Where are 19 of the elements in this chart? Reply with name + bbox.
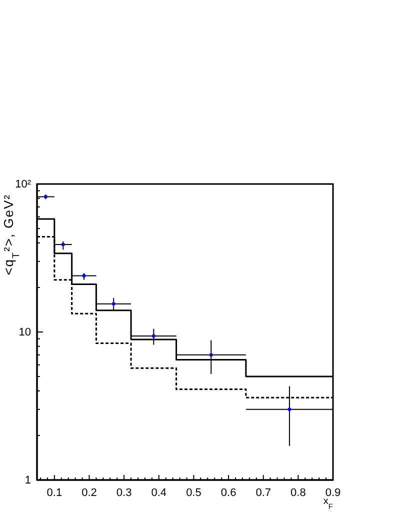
x-tick-label: 0.8	[290, 486, 306, 499]
point	[82, 274, 86, 278]
x-tick-label: 0.2	[82, 486, 97, 499]
point	[62, 243, 65, 246]
y-tick-label: 10	[18, 326, 31, 339]
y-tick-label: 10²	[15, 178, 32, 191]
point	[152, 334, 156, 338]
x-tick-label: 0.1	[46, 486, 62, 499]
x-tick-label: 0.5	[186, 486, 202, 499]
point	[210, 353, 213, 356]
point	[288, 408, 291, 411]
x-tick-label: 0.3	[116, 486, 132, 499]
x-tick-label: 0.6	[220, 486, 236, 499]
x-tick-label: 0.4	[151, 486, 167, 499]
x-axis-title: x$_{F}$	[323, 496, 334, 510]
x-tick-label: 0.7	[256, 486, 271, 499]
y-tick-label: 1	[24, 474, 31, 487]
x-tick-label: 0.9	[325, 486, 341, 499]
point	[112, 302, 116, 306]
